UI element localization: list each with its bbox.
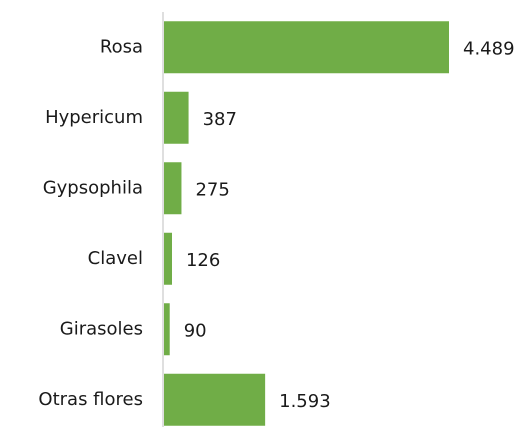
bar: [164, 303, 170, 356]
bar: [164, 162, 182, 215]
category-label: Girasoles: [60, 318, 143, 339]
value-label: 90: [184, 320, 207, 341]
category-label: Rosa: [100, 36, 143, 57]
bar: [164, 373, 266, 426]
category-label: Otras flores: [38, 389, 143, 410]
category-label: Gypsophila: [43, 177, 143, 198]
category-label: Hypericum: [45, 107, 143, 128]
value-label: 1.593: [279, 391, 331, 412]
bar: [164, 91, 189, 144]
category-label: Clavel: [88, 248, 143, 269]
value-label: 126: [186, 250, 220, 271]
value-label: 387: [203, 109, 237, 130]
bar: [164, 21, 449, 74]
value-label: 4.489: [463, 38, 515, 59]
bar: [164, 232, 172, 285]
value-label: 275: [195, 179, 229, 200]
